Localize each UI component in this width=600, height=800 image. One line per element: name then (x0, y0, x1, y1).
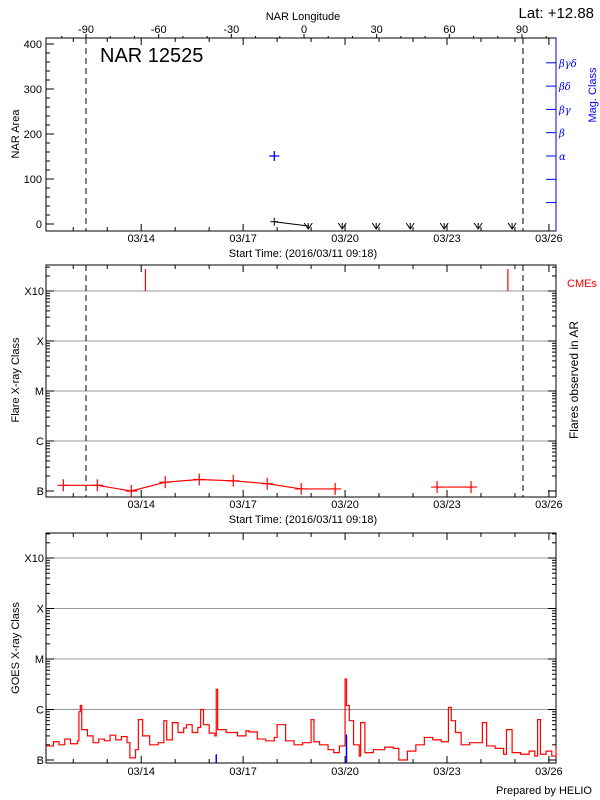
panel3-x-tick-label: 03/17 (229, 766, 257, 778)
top-axis-title: NAR Longitude (266, 11, 341, 23)
panel2-y-tick-label: M (35, 386, 44, 398)
panel2-x-tick-label: 03/26 (535, 499, 563, 511)
panel1-x-tick-label: 03/23 (433, 233, 461, 245)
panel3-y-tick-label: X (37, 604, 45, 616)
area-point-zero (405, 222, 415, 230)
panel1-mag-tick-label: βγ (558, 105, 571, 116)
panel1-xlabel: Start Time: (2016/03/11 09:18) (229, 248, 377, 260)
panel2-x-tick-label: 03/20 (331, 499, 359, 511)
panel1-lon-tick-label: 30 (371, 24, 383, 36)
panel1-y-tick-label: 200 (24, 129, 42, 141)
flare-point (125, 485, 138, 497)
flare-point (227, 474, 240, 487)
panel2-y-tick-label: C (36, 436, 44, 448)
flare-point (295, 482, 308, 495)
flare-point (329, 482, 342, 495)
area-point-zero (473, 222, 483, 230)
area-point-zero (303, 222, 313, 230)
panel3-frame (45, 532, 557, 764)
panel2-y-tick-label: X10 (24, 286, 44, 298)
flare-point (159, 476, 172, 489)
panel1-lon-tick-label: 0 (301, 24, 307, 36)
panel3-y-tick-label: C (36, 705, 44, 717)
panel1-x-tick-label: 03/20 (331, 233, 359, 245)
lat-label: Lat: +12.88 (519, 5, 594, 22)
panel1-x-tick-label: 03/17 (229, 233, 257, 245)
panel1-y-tick-label: 300 (24, 84, 42, 96)
panel1-y-tick-label: 100 (24, 174, 42, 186)
panel2-xlabel: Start Time: (2016/03/11 09:18) (229, 514, 377, 526)
mag-class-point (269, 151, 280, 161)
panel1-y-tick-label: 400 (24, 39, 42, 51)
panel2-frame (45, 264, 557, 498)
panel1-mag-tick-label: βδ (558, 82, 571, 93)
panel2-x-tick-label: 03/17 (229, 499, 257, 511)
panel1-lon-tick-label: 90 (516, 24, 528, 36)
flare-point (193, 473, 206, 486)
panel1-ylabel: NAR Area (10, 109, 22, 159)
panel2-y2label: Flares observed in AR (567, 321, 581, 439)
panel1-x-tick-label: 03/14 (127, 233, 155, 245)
prepared-by: Prepared by HELIO (496, 785, 592, 797)
panel1-lon-tick-label: -30 (223, 24, 239, 36)
panel1-mag-tick-label: α (559, 152, 566, 163)
panel3-ylabel: GOES X-ray Class (10, 602, 22, 694)
panel3-y-tick-label: B (37, 755, 44, 767)
panel3-y-tick-label: M (35, 654, 44, 666)
panel3-x-tick-label: 03/23 (433, 766, 461, 778)
panel1-y-tick-label: 0 (36, 219, 42, 231)
flare-point (261, 477, 274, 490)
panel3-x-tick-label: 03/20 (331, 766, 359, 778)
panel3-y-tick-label: X10 (24, 553, 44, 565)
flare-point (57, 479, 70, 492)
area-point-zero (439, 222, 449, 230)
panel1-lon-tick-label: -60 (151, 24, 167, 36)
area-point-zero (337, 222, 347, 230)
panel3-x-tick-label: 03/14 (127, 766, 155, 778)
cme-label: CMEs (567, 278, 597, 290)
panel1-x-tick-label: 03/26 (535, 233, 563, 245)
panel1-lon-tick-label: -90 (78, 24, 94, 36)
region-title: NAR 12525 (100, 45, 203, 67)
flare-point (91, 479, 104, 492)
panel2-y-tick-label: B (37, 486, 44, 498)
flare-point (465, 481, 478, 494)
panel2-x-tick-label: 03/14 (127, 499, 155, 511)
flare-point (431, 481, 444, 494)
area-point-zero (507, 222, 517, 230)
area-point (270, 217, 279, 226)
panel1-lon-tick-label: 60 (443, 24, 455, 36)
panel1-mag-tick-label: β (558, 129, 565, 140)
panel2-ylabel: Flare X-ray Class (10, 337, 22, 422)
panel3-x-tick-label: 03/26 (535, 766, 563, 778)
goes-flux-line (46, 678, 557, 761)
panel2-x-tick-label: 03/23 (433, 499, 461, 511)
panel2-y-tick-label: X (37, 336, 45, 348)
area-line (274, 221, 309, 227)
area-point-zero (371, 222, 381, 230)
panel1-mag-tick-label: βγδ (558, 59, 577, 70)
panel1-y2label: Mag. Class (587, 67, 599, 123)
